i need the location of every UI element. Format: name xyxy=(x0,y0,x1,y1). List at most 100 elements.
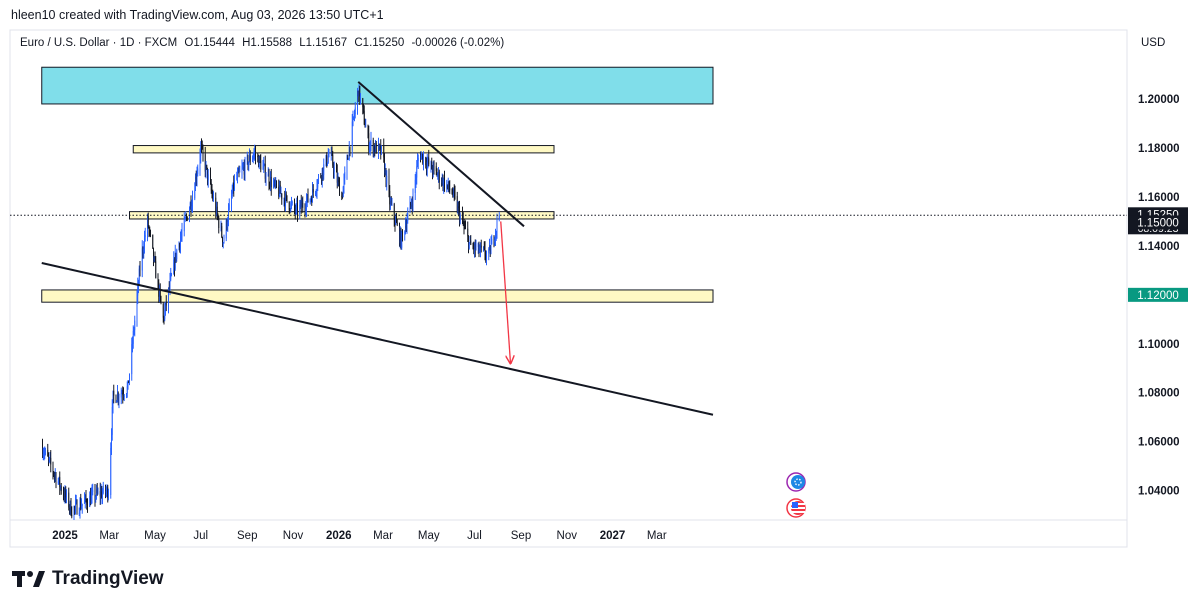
candle[interactable] xyxy=(218,215,220,234)
candle[interactable] xyxy=(49,451,51,464)
candle[interactable] xyxy=(373,145,375,158)
candle[interactable] xyxy=(470,235,472,246)
candle[interactable] xyxy=(459,212,461,225)
level-1120-tag[interactable]: 1.12000 xyxy=(1128,287,1188,302)
candle[interactable] xyxy=(468,242,470,250)
candle[interactable] xyxy=(137,277,139,305)
candle[interactable] xyxy=(307,188,309,203)
candle[interactable] xyxy=(447,177,449,192)
candle[interactable] xyxy=(325,154,327,167)
candle[interactable] xyxy=(80,493,82,511)
candle[interactable] xyxy=(375,139,376,153)
candle[interactable] xyxy=(247,154,249,171)
candle[interactable] xyxy=(225,217,227,242)
candle[interactable] xyxy=(449,180,451,194)
candle[interactable] xyxy=(131,337,133,381)
candle[interactable] xyxy=(480,242,481,258)
candle[interactable] xyxy=(459,200,460,227)
candle[interactable] xyxy=(196,166,198,187)
candle[interactable] xyxy=(437,172,439,180)
candle[interactable] xyxy=(336,162,337,173)
candle[interactable] xyxy=(347,154,349,160)
candle[interactable] xyxy=(106,484,108,498)
candle[interactable] xyxy=(332,150,334,168)
candle[interactable] xyxy=(458,201,460,217)
candle[interactable] xyxy=(453,184,455,202)
candle[interactable] xyxy=(473,241,475,255)
candle[interactable] xyxy=(102,481,104,495)
candle[interactable] xyxy=(259,154,261,163)
candle[interactable] xyxy=(475,239,477,251)
candle[interactable] xyxy=(64,485,66,504)
candle[interactable] xyxy=(306,193,307,218)
candle[interactable] xyxy=(423,151,424,171)
candle[interactable] xyxy=(454,185,456,200)
candle[interactable] xyxy=(257,152,259,163)
candle[interactable] xyxy=(153,256,155,263)
candle[interactable] xyxy=(399,226,401,249)
candle[interactable] xyxy=(396,212,397,223)
candle[interactable] xyxy=(311,195,313,206)
candle[interactable] xyxy=(488,247,490,261)
candle[interactable] xyxy=(50,450,52,473)
candle[interactable] xyxy=(284,190,286,212)
candle[interactable] xyxy=(436,168,438,177)
candle[interactable] xyxy=(260,154,262,173)
candle[interactable] xyxy=(343,173,345,194)
candle[interactable] xyxy=(351,113,353,158)
candle[interactable] xyxy=(258,154,259,168)
candle[interactable] xyxy=(474,239,476,258)
candle[interactable] xyxy=(138,265,140,285)
candle[interactable] xyxy=(354,101,356,119)
candle[interactable] xyxy=(291,196,292,210)
candle[interactable] xyxy=(126,381,128,398)
candle[interactable] xyxy=(101,485,103,499)
candle[interactable] xyxy=(226,218,228,231)
candle[interactable] xyxy=(157,273,159,289)
candle[interactable] xyxy=(483,246,484,252)
price-chart[interactable]: 1.04000 1.06000 1.08000 1.10000 1.12000 1.140… xyxy=(0,0,1200,560)
candle[interactable] xyxy=(242,162,244,170)
candle[interactable] xyxy=(390,196,391,210)
candle[interactable] xyxy=(368,125,370,156)
candle[interactable] xyxy=(200,141,202,164)
candle[interactable] xyxy=(438,169,440,190)
candle[interactable] xyxy=(420,151,422,160)
candle[interactable] xyxy=(55,472,57,489)
candle[interactable] xyxy=(407,207,409,224)
candle[interactable] xyxy=(312,181,313,203)
candle[interactable] xyxy=(354,109,355,122)
candle[interactable] xyxy=(249,150,251,166)
candle[interactable] xyxy=(276,180,277,189)
candle[interactable] xyxy=(147,212,149,229)
candle[interactable] xyxy=(489,238,490,251)
candle[interactable] xyxy=(316,179,318,199)
candle[interactable] xyxy=(338,176,340,187)
candle[interactable] xyxy=(370,131,372,152)
candle[interactable] xyxy=(364,118,366,128)
candle[interactable] xyxy=(388,168,390,198)
candle[interactable] xyxy=(149,226,151,237)
candle[interactable] xyxy=(379,144,381,150)
candle[interactable] xyxy=(102,488,103,505)
candle[interactable] xyxy=(416,160,418,185)
candle[interactable] xyxy=(399,222,400,247)
candle[interactable] xyxy=(205,161,207,179)
candle[interactable] xyxy=(443,177,445,194)
candle[interactable] xyxy=(378,137,379,159)
candle[interactable] xyxy=(71,506,73,519)
candle[interactable] xyxy=(337,172,339,187)
candle[interactable] xyxy=(228,198,230,211)
candle[interactable] xyxy=(65,486,67,504)
candle[interactable] xyxy=(394,216,396,232)
candle[interactable] xyxy=(141,240,143,278)
candle[interactable] xyxy=(223,234,225,244)
candle[interactable] xyxy=(89,491,91,508)
candle[interactable] xyxy=(384,153,385,178)
candle[interactable] xyxy=(410,201,412,209)
candle[interactable] xyxy=(60,484,61,491)
candle[interactable] xyxy=(184,216,186,219)
candle[interactable] xyxy=(323,158,325,180)
candle[interactable] xyxy=(92,483,94,496)
candle[interactable] xyxy=(352,110,354,127)
